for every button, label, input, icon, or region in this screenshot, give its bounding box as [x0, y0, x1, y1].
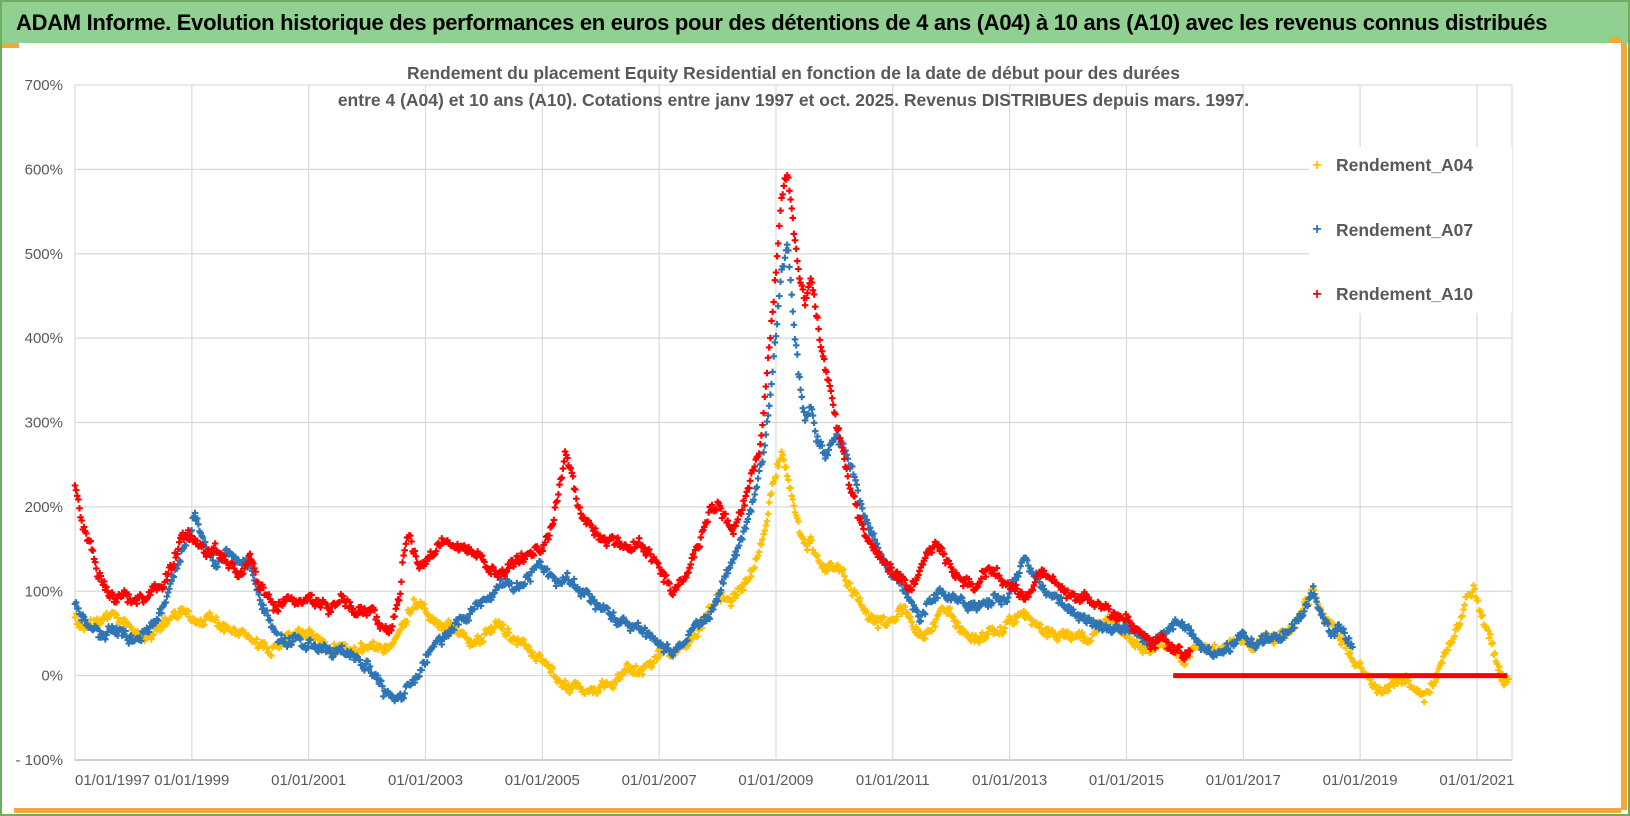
- y-axis-tick-label: 600%: [25, 161, 63, 178]
- chart-title: Rendement du placement Equity Residentia…: [75, 60, 1512, 114]
- amber-bottom-border: [14, 808, 1621, 813]
- x-axis-tick-label: 01/01/2013: [972, 772, 1047, 789]
- legend-label: Rendement_A10: [1336, 284, 1474, 304]
- x-axis-tick-label: 01/01/2017: [1206, 772, 1281, 789]
- x-axis-tick-label: 01/01/2007: [622, 772, 697, 789]
- y-axis-tick-label: - 100%: [15, 752, 63, 769]
- y-axis-tick-label: 700%: [25, 77, 63, 94]
- chart-legend: + Rendement_A04 + Rendement_A07 + Rendem…: [1309, 147, 1512, 313]
- x-axis-tick-label: 01/01/1999: [154, 772, 229, 789]
- plus-marker-icon: +: [1312, 221, 1322, 238]
- y-axis-tick-label: 100%: [25, 583, 63, 600]
- y-axis-tick-label: 200%: [25, 499, 63, 516]
- y-axis-tick-label: 300%: [25, 415, 63, 432]
- y-axis-tick-label: 500%: [25, 246, 63, 263]
- legend-item-rendement-a10[interactable]: + Rendement_A10: [1309, 284, 1512, 305]
- x-axis-tick-label: 01/01/2019: [1323, 772, 1398, 789]
- legend-item-rendement-a07[interactable]: + Rendement_A07: [1309, 220, 1512, 241]
- x-axis-tick-label: 01/01/2015: [1089, 772, 1164, 789]
- x-axis-tick-label: 01/01/2005: [505, 772, 580, 789]
- x-axis-tick-label: 01/01/2009: [738, 772, 813, 789]
- plus-marker-icon: +: [1312, 156, 1322, 174]
- x-axis-tick-label: 01/01/2011: [856, 772, 930, 789]
- x-axis-tick-label: 01/01/1997: [75, 772, 150, 789]
- amber-right-border: [1621, 43, 1627, 810]
- series-rendement-a07-points: [71, 241, 1356, 705]
- plus-marker-icon: +: [1312, 285, 1322, 303]
- y-axis-tick-label: 400%: [25, 330, 63, 347]
- banner-title: ADAM Informe. Evolution historique des p…: [16, 9, 1548, 35]
- series-rendement-a10-points: [71, 172, 1194, 663]
- legend-item-rendement-a04[interactable]: + Rendement_A04: [1309, 155, 1512, 176]
- amber-corner-dash: [2, 43, 19, 48]
- legend-label: Rendement_A04: [1336, 155, 1474, 175]
- series-rendement-a04-points: [71, 448, 1512, 706]
- x-axis-tick-label: 01/01/2001: [271, 772, 346, 789]
- x-axis-tick-label: 01/01/2003: [388, 772, 463, 789]
- chart-title-line2: entre 4 (A04) et 10 ans (A10). Cotations…: [337, 90, 1250, 111]
- title-banner: ADAM Informe. Evolution historique des p…: [2, 2, 1628, 43]
- amber-banner-end-mark: [1609, 37, 1622, 43]
- y-axis-tick-label: 0%: [41, 668, 63, 685]
- legend-label: Rendement_A07: [1336, 219, 1474, 240]
- chart-title-line1: Rendement du placement Equity Residentia…: [406, 63, 1181, 83]
- x-axis-tick-label: 01/01/2021: [1439, 772, 1514, 789]
